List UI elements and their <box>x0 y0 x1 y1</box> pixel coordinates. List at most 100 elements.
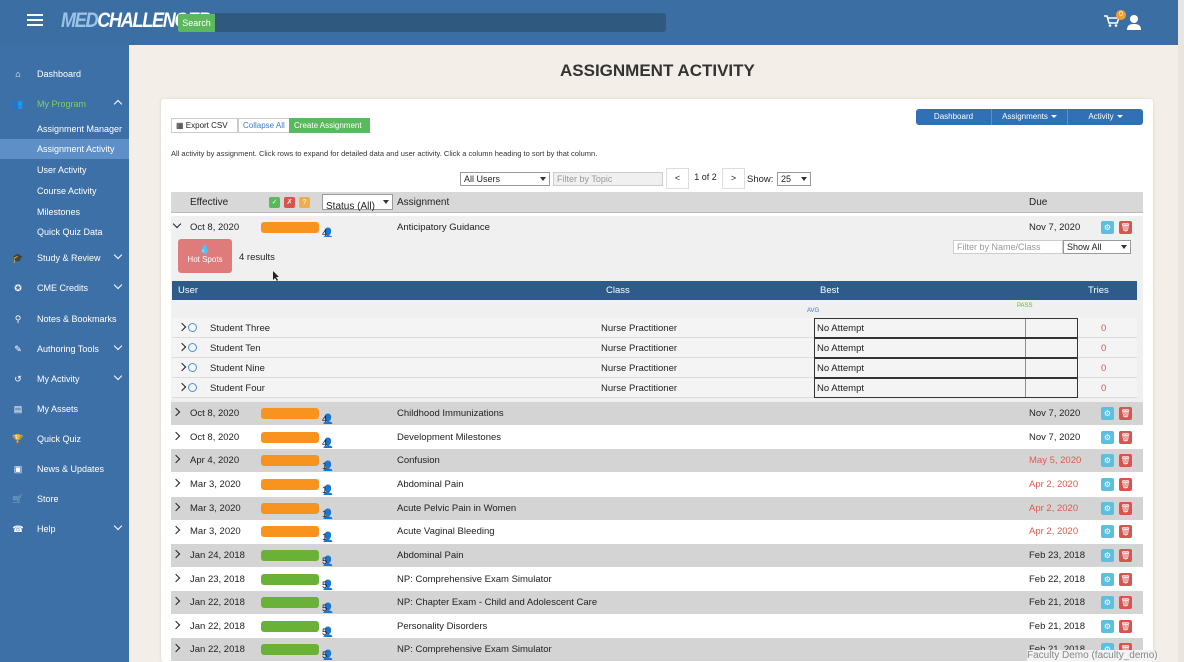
chevron-right-icon[interactable] <box>171 620 181 630</box>
trash-icon[interactable]: 🗑 <box>1119 221 1132 234</box>
gear-icon[interactable]: ⚙ <box>1101 525 1114 538</box>
sidebar-subitem-milestones[interactable]: Milestones <box>37 207 81 217</box>
chevron-right-icon[interactable] <box>177 382 187 392</box>
chevron-right-icon[interactable] <box>171 431 181 441</box>
chevron-right-icon[interactable] <box>171 525 181 535</box>
sidebar-item-my-activity[interactable]: ↺ My Activity <box>0 366 129 392</box>
gear-icon[interactable]: ⚙ <box>1101 407 1114 420</box>
chevron-right-icon[interactable] <box>177 342 187 352</box>
chevron-right-icon[interactable] <box>171 454 181 464</box>
gear-icon[interactable]: ⚙ <box>1101 620 1114 633</box>
sidebar-subitem-course-activity[interactable]: Course Activity <box>37 186 97 196</box>
user-icon[interactable] <box>1127 14 1141 30</box>
sidebar-item-cme-credits[interactable]: ✪ CME Credits <box>0 275 129 301</box>
sidebar-subitem-quick-quiz-data[interactable]: Quick Quiz Data <box>37 227 103 237</box>
filter-failed-icon[interactable]: ✗ <box>284 197 295 208</box>
table-row[interactable]: Oct 8, 2020 👤 4 Development Milestones Nov 7… <box>171 426 1143 449</box>
trash-icon[interactable]: 🗑 <box>1119 596 1132 609</box>
clock-icon[interactable] <box>188 323 197 332</box>
chevron-right-icon[interactable] <box>177 362 187 372</box>
gear-icon[interactable]: ⚙ <box>1101 573 1114 586</box>
sidebar-subitem-assignment-activity[interactable]: Assignment Activity <box>0 139 129 159</box>
table-row[interactable]: Mar 3, 2020 👤 1 Abdominal Pain Apr 2, 2020 ⚙ 🗑 <box>171 473 1143 496</box>
chevron-right-icon[interactable] <box>177 322 187 332</box>
table-row[interactable]: Apr 4, 2020 👤 1 Confusion May 5, 2020 ⚙ 🗑 <box>171 449 1143 472</box>
menu-icon[interactable] <box>27 14 43 26</box>
student-row[interactable]: Student Three Nurse Practitioner No Atte… <box>172 318 1137 338</box>
chevron-right-icon[interactable] <box>171 549 181 559</box>
filter-complete-icon[interactable]: ✓ <box>269 197 280 208</box>
tab-dashboard[interactable]: Dashboard <box>916 109 992 125</box>
chevron-right-icon[interactable] <box>171 478 181 488</box>
table-row[interactable]: Jan 22, 2018 👤 5 NP: Chapter Exam - Child a… <box>171 591 1143 614</box>
collapse-all-button[interactable]: Collapse All <box>238 118 290 133</box>
create-assignment-button[interactable]: Create Assignment <box>289 118 370 133</box>
sidebar-item-store[interactable]: 🛒 Store <box>12 493 59 505</box>
topic-filter-input[interactable]: Filter by Topic <box>553 172 663 186</box>
sidebar-item-my-assets[interactable]: ▤ My Assets <box>0 396 129 422</box>
gear-icon[interactable]: ⚙ <box>1101 431 1114 444</box>
clock-icon[interactable] <box>188 343 197 352</box>
sidebar-item-my-program[interactable]: 👥 My Program <box>0 91 129 117</box>
gear-icon[interactable]: ⚙ <box>1101 478 1114 491</box>
tab-assignments[interactable]: Assignments <box>992 109 1068 125</box>
gear-icon[interactable]: ⚙ <box>1101 596 1114 609</box>
table-row[interactable]: Mar 3, 2020 👤 1 Acute Pelvic Pain in Women A… <box>171 497 1143 520</box>
sidebar-item-quick-quiz[interactable]: 🏆 Quick Quiz <box>12 433 82 445</box>
gear-icon[interactable]: ⚙ <box>1101 502 1114 515</box>
trash-icon[interactable]: 🗑 <box>1119 549 1132 562</box>
sidebar-subitem-assignment-manager[interactable]: Assignment Manager <box>37 124 123 134</box>
trash-icon[interactable]: 🗑 <box>1119 431 1132 444</box>
student-row[interactable]: Student Four Nurse Practitioner No Attem… <box>172 378 1137 398</box>
search-button[interactable]: Search <box>178 14 215 32</box>
sidebar-item-study-review[interactable]: 🎓 Study & Review <box>0 245 129 271</box>
trash-icon[interactable]: 🗑 <box>1119 573 1132 586</box>
col-assignment[interactable]: Assignment <box>397 197 450 208</box>
show-count-select[interactable]: 25 <box>777 172 811 186</box>
table-row[interactable]: Jan 22, 2018 👤 5 NP: Comprehensive Exam Sim… <box>171 638 1143 661</box>
chevron-right-icon[interactable] <box>171 596 181 606</box>
table-row[interactable]: Jan 23, 2018 👤 5 NP: Comprehensive Exam Sim… <box>171 568 1143 591</box>
sidebar-item-dashboard[interactable]: ⌂ Dashboard <box>0 61 129 87</box>
chevron-right-icon[interactable] <box>171 643 181 653</box>
clock-icon[interactable] <box>188 383 197 392</box>
col-due[interactable]: Due <box>1029 197 1048 208</box>
trash-icon[interactable]: 🗑 <box>1119 454 1132 467</box>
trash-icon[interactable]: 🗑 <box>1119 478 1132 491</box>
sidebar-subitem-user-activity[interactable]: User Activity <box>37 165 87 175</box>
gear-icon[interactable]: ⚙ <box>1101 454 1114 467</box>
col-effective[interactable]: Effective <box>190 197 229 208</box>
status-filter-select[interactable]: Status (All) <box>322 194 393 212</box>
table-row[interactable]: Jan 22, 2018 👤 5 Personality Disorders Feb 2… <box>171 615 1143 638</box>
student-row[interactable]: Student Ten Nurse Practitioner No Attemp… <box>172 338 1137 358</box>
gear-icon[interactable]: ⚙ <box>1101 549 1114 562</box>
search-input[interactable] <box>215 13 666 32</box>
table-row-expanded[interactable]: Oct 8, 2020 👤 4 Anticipatory Guidance Nov… <box>171 216 1143 239</box>
name-class-filter-input[interactable]: Filter by Name/Class <box>953 240 1063 254</box>
sidebar-item-news-updates[interactable]: ▣ News & Updates <box>0 456 129 482</box>
student-row[interactable]: Student Nine Nurse Practitioner No Attem… <box>172 358 1137 378</box>
table-row[interactable]: Jan 24, 2018 👤 5 Abdominal Pain Feb 23, 2018… <box>171 544 1143 567</box>
trash-icon[interactable]: 🗑 <box>1119 502 1132 515</box>
sidebar-item-notes-bookmarks[interactable]: ⚲ Notes & Bookmarks <box>0 306 129 332</box>
export-csv-button[interactable]: ▦ Export CSV <box>171 118 238 133</box>
prev-page-button[interactable]: < <box>666 168 689 189</box>
sidebar-item-help[interactable]: ☎ Help <box>0 516 129 542</box>
show-all-select[interactable]: Show All <box>1063 240 1131 254</box>
chevron-down-icon[interactable] <box>172 219 182 229</box>
trash-icon[interactable]: 🗑 <box>1119 407 1132 420</box>
table-row[interactable]: Mar 3, 2020 👤 1 Acute Vaginal Bleeding Apr 2… <box>171 520 1143 543</box>
gear-icon[interactable]: ⚙ <box>1101 221 1114 234</box>
chevron-right-icon[interactable] <box>171 573 181 583</box>
trash-icon[interactable]: 🗑 <box>1119 525 1132 538</box>
chevron-right-icon[interactable] <box>171 502 181 512</box>
table-row[interactable]: Oct 8, 2020 👤 4 Childhood Immunizations Nov … <box>171 402 1143 425</box>
trash-icon[interactable]: 🗑 <box>1119 620 1132 633</box>
sidebar-item-authoring-tools[interactable]: ✎ Authoring Tools <box>0 336 129 362</box>
clock-icon[interactable] <box>188 363 197 372</box>
tab-activity[interactable]: Activity <box>1068 109 1143 125</box>
chevron-right-icon[interactable] <box>171 407 181 417</box>
users-filter-select[interactable]: All Users <box>460 172 550 186</box>
filter-unknown-icon[interactable]: ? <box>299 197 310 208</box>
hot-spots-button[interactable]: 💧 Hot Spots <box>178 239 232 273</box>
